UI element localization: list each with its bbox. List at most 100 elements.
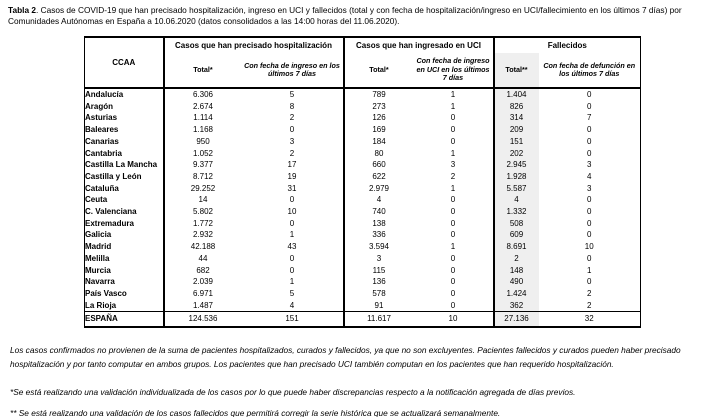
uci-total-cell: 660	[342, 159, 414, 171]
table-row: Extremadura 1.772 0 138 0 508 0	[85, 217, 641, 230]
group-header-uci: Casos que han ingresado en UCI	[342, 37, 494, 53]
hosp-total-cell: 6.971	[162, 287, 242, 300]
table-row: Melilla 44 0 3 0 2 0	[85, 252, 641, 265]
uci-total-cell: 169	[342, 124, 414, 136]
table-row: La Rioja 1.487 4 91 0 362 2	[85, 299, 641, 312]
covid-hospitalization-table: CCAA Casos que han precisado hospitaliza…	[84, 36, 641, 329]
ccaa-cell: Melilla	[85, 253, 110, 263]
ccaa-cell: Andalucía	[85, 90, 124, 99]
hosp-total-cell: 6.306	[162, 88, 242, 101]
fallecidos-total-cell: 826	[492, 100, 539, 113]
uci-7dias-cell: 3	[450, 160, 456, 170]
table-row: Cantabria 1.052 2 80 1 202 0	[85, 147, 641, 160]
table-row: Asturias 1.114 2 126 0 314 7	[85, 112, 641, 125]
total-fallecidos-7dias-cell: 32	[538, 311, 641, 328]
fallecidos-total-cell: 148	[492, 264, 539, 277]
uci-7dias-cell: 0	[450, 125, 456, 135]
fallecidos-total-cell: 1.332	[492, 206, 539, 218]
table-row: Navarra 2.039 1 136 0 490 0	[85, 276, 641, 288]
table-row: País Vasco 6.971 5 578 0 1.424 2	[85, 287, 641, 300]
subheader-uci-total: Total*	[342, 53, 414, 88]
fallecidos-7dias-cell: 0	[587, 277, 592, 287]
ccaa-cell: C. Valenciana	[85, 207, 137, 217]
ccaa-cell: Baleares	[85, 125, 119, 135]
table-row: Baleares 1.168 0 169 0 209 0	[85, 124, 641, 136]
table-row: Canarias 950 3 184 0 151 0	[85, 135, 641, 148]
hosp-7dias-cell: 19	[287, 171, 297, 181]
total-uci-7dias-cell: 10	[413, 311, 494, 328]
fallecidos-total-cell: 209	[492, 124, 539, 136]
fallecidos-total-cell: 508	[492, 217, 539, 230]
uci-7dias-cell: 0	[450, 277, 456, 287]
fallecidos-7dias-cell: 0	[587, 218, 592, 228]
table-row: Madrid 42.188 43 3.594 1 8.691 10	[85, 241, 641, 253]
fallecidos-7dias-cell: 2	[587, 300, 592, 310]
hosp-7dias-cell: 43	[287, 242, 297, 252]
fallecidos-7dias-cell: 0	[587, 136, 592, 146]
uci-total-cell: 578	[342, 287, 414, 300]
fallecidos-7dias-cell: 0	[587, 253, 592, 263]
hosp-total-cell: 950	[162, 135, 242, 148]
ccaa-cell: Navarra	[85, 277, 115, 287]
hosp-total-cell: 8.712	[162, 170, 242, 183]
fallecidos-7dias-cell: 0	[587, 148, 592, 158]
group-header-fallecidos: Fallecidos	[492, 37, 641, 53]
uci-7dias-cell: 0	[450, 288, 456, 298]
fallecidos-total-cell: 609	[492, 229, 539, 242]
ccaa-cell: Extremadura	[85, 218, 134, 228]
hosp-7dias-cell: 3	[289, 136, 295, 146]
hosp-total-cell: 2.039	[162, 276, 242, 288]
uci-total-cell: 622	[342, 170, 414, 183]
hosp-7dias-cell: 5	[289, 90, 295, 99]
hosp-total-cell: 1.168	[162, 124, 242, 136]
fallecidos-total-cell: 362	[492, 299, 539, 312]
hosp-7dias-cell: 1	[289, 277, 295, 287]
table-row: Murcia 682 0 115 0 148 1	[85, 264, 641, 277]
ccaa-cell: Canarias	[85, 136, 119, 146]
fallecidos-total-cell: 1.404	[492, 88, 539, 101]
table-body: Andalucía 6.306 5 789 1 1.404 0 Aragón 2…	[85, 88, 641, 312]
hosp-7dias-cell: 8	[289, 101, 295, 111]
fallecidos-total-cell: 5.587	[492, 182, 539, 195]
uci-7dias-cell: 1	[450, 183, 456, 193]
table-row: Andalucía 6.306 5 789 1 1.404 0	[85, 88, 641, 101]
total-hosp-total-cell: 124.536	[162, 311, 242, 328]
ccaa-cell: Asturias	[85, 113, 118, 123]
ccaa-cell: Galicia	[85, 230, 112, 240]
hosp-7dias-cell: 2	[289, 113, 295, 123]
hosp-7dias-cell: 17	[287, 160, 297, 170]
hosp-total-cell: 5.802	[162, 206, 242, 218]
fallecidos-7dias-cell: 0	[587, 125, 592, 135]
total-fallecidos-total-cell: 27.136	[492, 311, 539, 328]
hosp-7dias-cell: 0	[289, 265, 295, 275]
total-uci-total-cell: 11.617	[342, 311, 414, 328]
uci-7dias-cell: 2	[450, 171, 456, 181]
ccaa-cell: Castilla La Mancha	[85, 160, 158, 170]
uci-7dias-cell: 0	[450, 265, 456, 275]
uci-total-cell: 91	[342, 299, 414, 312]
footnote-asterisk: *Se está realizando una validación indiv…	[10, 387, 576, 397]
hosp-total-cell: 29.252	[162, 182, 242, 195]
hosp-total-cell: 2.674	[162, 100, 242, 113]
fallecidos-total-cell: 151	[492, 135, 539, 148]
ccaa-header: CCAA	[112, 58, 136, 67]
table-title-caption: . Casos de COVID-19 que han precisado ho…	[8, 5, 682, 26]
group-header-hospitalizacion: Casos que han precisado hospitalización	[162, 37, 344, 53]
table-row: Castilla y León 8.712 19 622 2 1.928 4	[85, 170, 641, 183]
footnotes: Los casos confirmados no provienen de la…	[10, 344, 714, 417]
uci-7dias-cell: 0	[450, 136, 456, 146]
subheader-uci-7dias: Con fecha de ingreso en UCI en los últim…	[416, 56, 490, 83]
fallecidos-7dias-cell: 7	[587, 113, 592, 123]
table-title: Tabla 2. Casos de COVID-19 que han preci…	[8, 5, 714, 27]
fallecidos-7dias-cell: 3	[587, 160, 592, 170]
fallecidos-7dias-cell: 0	[587, 195, 592, 205]
uci-7dias-cell: 0	[450, 300, 456, 310]
hosp-7dias-cell: 31	[287, 183, 297, 193]
uci-7dias-cell: 0	[450, 218, 456, 228]
uci-total-cell: 336	[342, 229, 414, 242]
fallecidos-total-cell: 2.945	[492, 159, 539, 171]
hosp-7dias-cell: 0	[289, 125, 295, 135]
hosp-total-cell: 1.487	[162, 299, 242, 312]
ccaa-cell: Castilla y León	[85, 171, 142, 181]
hosp-total-cell: 1.772	[162, 217, 242, 230]
